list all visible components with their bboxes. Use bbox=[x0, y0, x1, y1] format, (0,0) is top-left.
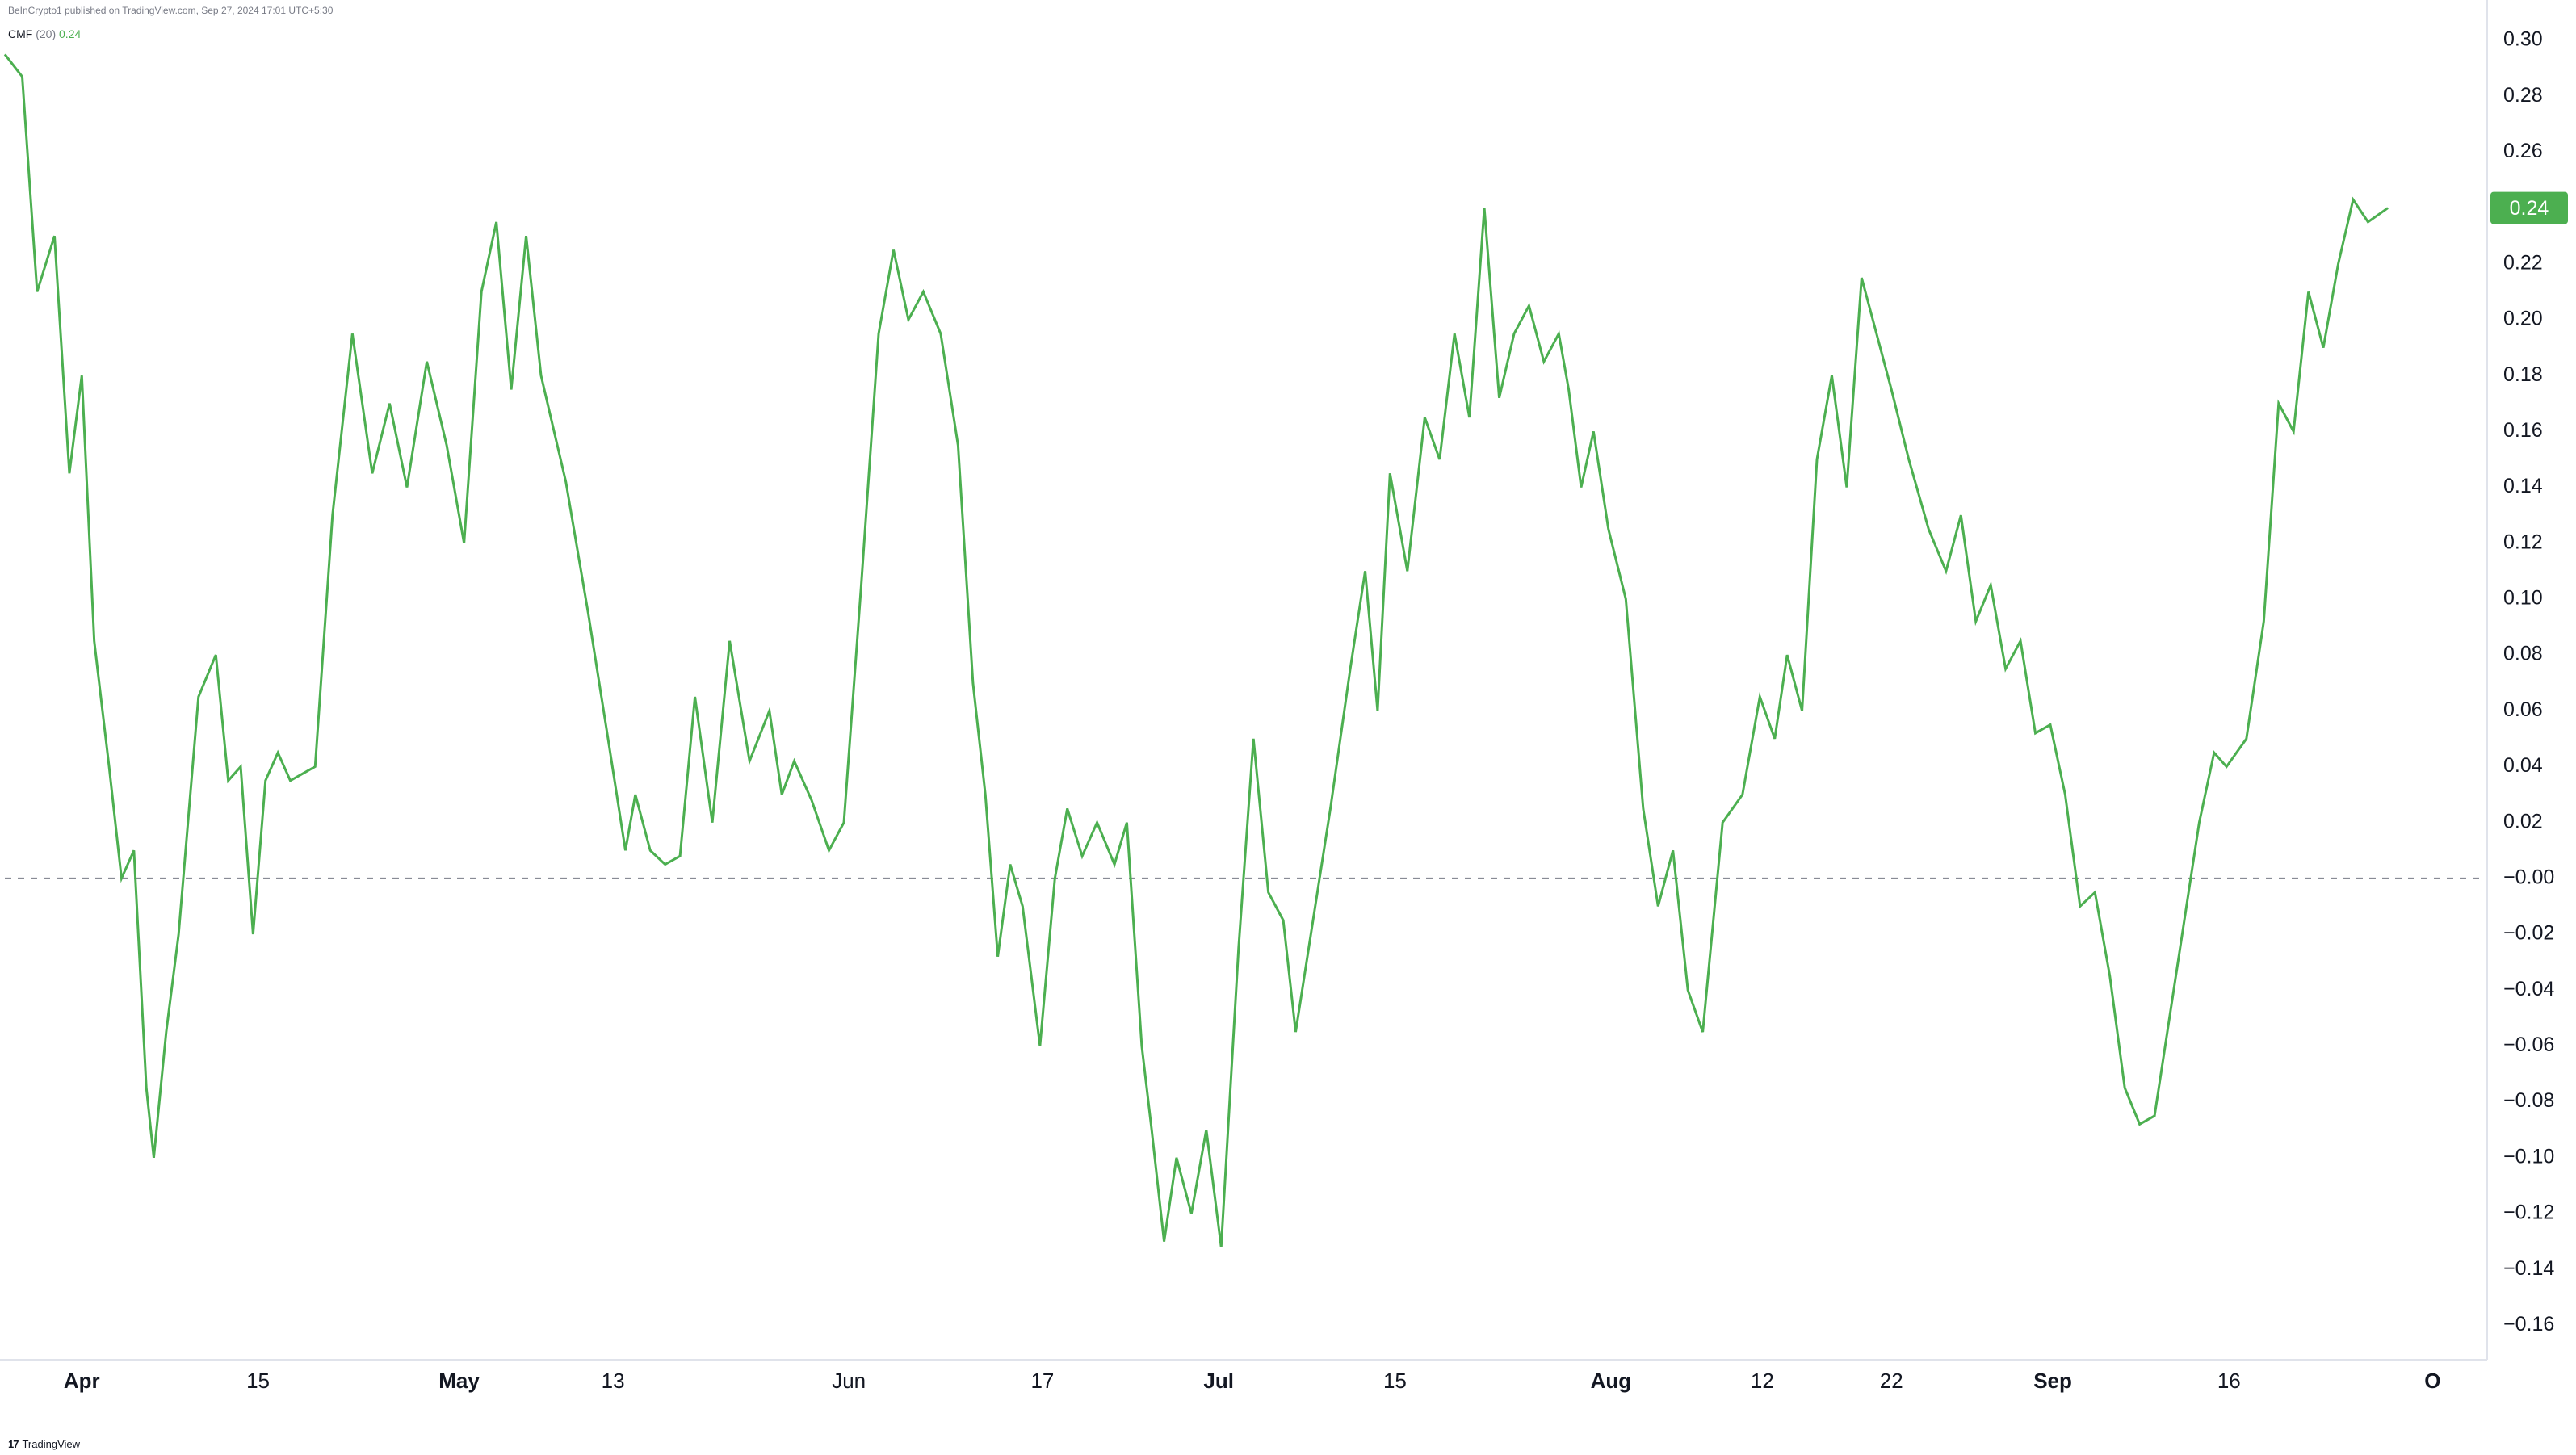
y-tick-label: 0.22 bbox=[2503, 251, 2543, 274]
svg-text:0.24: 0.24 bbox=[2510, 197, 2549, 220]
x-tick-label: 15 bbox=[1383, 1369, 1407, 1393]
x-tick-label: O bbox=[2424, 1369, 2440, 1393]
y-tick-label: 0.02 bbox=[2503, 810, 2543, 832]
y-tick-label: 0.06 bbox=[2503, 698, 2543, 721]
y-tick-label: 0.14 bbox=[2503, 475, 2543, 497]
y-tick-label: −0.00 bbox=[2503, 866, 2554, 888]
footer: 17 TradingView bbox=[8, 1438, 80, 1450]
y-tick-label: 0.10 bbox=[2503, 587, 2543, 610]
y-tick-label: 0.30 bbox=[2503, 28, 2543, 51]
chart-container: BeInCrypto1 published on TradingView.com… bbox=[0, 0, 2576, 1455]
y-tick-label: −0.16 bbox=[2503, 1313, 2554, 1335]
x-tick-label: 17 bbox=[1030, 1369, 1054, 1393]
y-tick-label: 0.08 bbox=[2503, 643, 2543, 665]
y-tick-label: −0.08 bbox=[2503, 1089, 2554, 1112]
y-tick-label: −0.06 bbox=[2503, 1034, 2554, 1056]
y-tick-label: 0.26 bbox=[2503, 140, 2543, 162]
chart-svg[interactable]: 0.30 0.28 0.26 0.24 0.22 0.20 0.18 0.16 0.14 0.12… bbox=[0, 0, 2576, 1455]
y-tick-label: 0.20 bbox=[2503, 308, 2543, 330]
y-tick-label: −0.10 bbox=[2503, 1145, 2554, 1168]
x-tick-label: Jun bbox=[832, 1369, 866, 1393]
tradingview-logo-icon: 17 bbox=[8, 1438, 18, 1450]
x-tick-label: 15 bbox=[246, 1369, 270, 1393]
x-tick-label: Aug bbox=[1591, 1369, 1632, 1393]
x-tick-label: Jul bbox=[1203, 1369, 1234, 1393]
y-tick-label: 0.28 bbox=[2503, 84, 2543, 107]
y-tick-label: −0.14 bbox=[2503, 1257, 2554, 1280]
current-value-badge: 0.24 bbox=[2490, 192, 2568, 224]
y-tick-label: −0.02 bbox=[2503, 922, 2554, 945]
x-axis: Apr 15 May 13 Jun 17 Jul 15 Aug 12 22 Sep 16 O bbox=[0, 1360, 2487, 1393]
x-tick-label: 12 bbox=[1751, 1369, 1774, 1393]
plot-area[interactable] bbox=[5, 54, 2487, 1247]
tradingview-brand-text: TradingView bbox=[22, 1438, 80, 1450]
y-tick-label: 0.04 bbox=[2503, 754, 2543, 777]
x-tick-label: Sep bbox=[2033, 1369, 2072, 1393]
cmf-series-line bbox=[5, 54, 2388, 1247]
y-tick-label: 0.18 bbox=[2503, 363, 2543, 386]
x-tick-label: May bbox=[438, 1369, 480, 1393]
y-tick-label: 0.16 bbox=[2503, 419, 2543, 442]
x-tick-label: 13 bbox=[602, 1369, 625, 1393]
x-tick-label: Apr bbox=[64, 1369, 100, 1393]
x-tick-label: 16 bbox=[2217, 1369, 2241, 1393]
x-tick-label: 22 bbox=[1880, 1369, 1903, 1393]
y-tick-label: 0.12 bbox=[2503, 530, 2543, 553]
y-tick-label: −0.04 bbox=[2503, 978, 2554, 1000]
y-tick-label: −0.12 bbox=[2503, 1201, 2554, 1224]
